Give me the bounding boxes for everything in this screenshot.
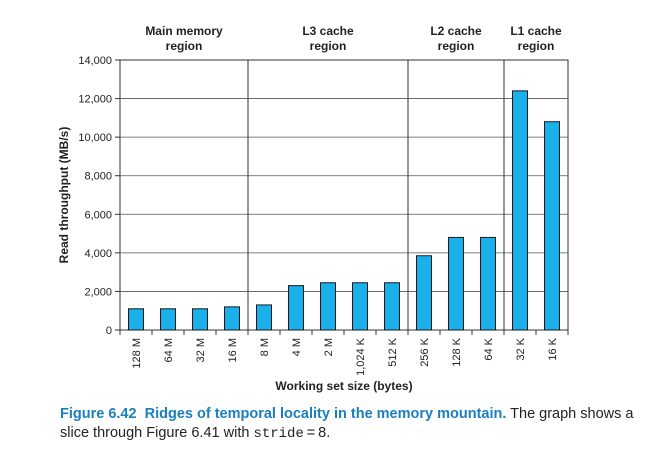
region-label-line1: L2 cache: [430, 24, 482, 38]
bar: [192, 308, 208, 331]
figure-caption: Figure 6.42 Ridges of temporal locality …: [60, 405, 640, 444]
bar: [160, 308, 176, 331]
x-tick-label: 128 M: [131, 338, 143, 369]
x-tick-label: 32 K: [515, 337, 527, 360]
x-tick-label: 1,024 K: [355, 337, 367, 376]
y-tick-label: 6,000: [84, 209, 112, 221]
x-tick-label: 64 K: [483, 337, 495, 360]
x-tick-label: 16 M: [227, 338, 239, 362]
region-label-line2: region: [518, 39, 555, 53]
caption-code: stride: [253, 426, 304, 442]
bar: [544, 121, 560, 331]
bar: [512, 90, 528, 331]
caption-text-end: = 8.: [303, 425, 331, 441]
y-tick-label: 8,000: [84, 171, 112, 183]
bar: [288, 285, 304, 331]
x-axis-title: Working set size (bytes): [275, 379, 412, 393]
y-tick-label: 2,000: [84, 286, 112, 298]
figure-title: Ridges of temporal locality in the memor…: [144, 406, 507, 422]
bar: [128, 308, 144, 331]
x-tick-label: 512 K: [387, 337, 399, 366]
figure-number: Figure 6.42: [60, 406, 137, 422]
region-label-line2: region: [310, 39, 347, 53]
bar: [224, 306, 240, 331]
region-label-line2: region: [166, 39, 203, 53]
x-tick-label: 4 M: [291, 338, 303, 356]
plot-frame: [119, 59, 569, 331]
x-tick-label: 8 M: [259, 338, 271, 356]
x-tick-label: 16 K: [547, 337, 559, 360]
region-label-line2: region: [438, 39, 475, 53]
region-label-line1: L3 cache: [302, 24, 354, 38]
bar: [448, 236, 464, 331]
caption-text: The graph shows a slice through Figure 6…: [60, 406, 634, 441]
bar: [480, 236, 496, 331]
bar: [384, 282, 400, 331]
x-tick-label: 128 K: [451, 337, 463, 366]
bar: [352, 282, 368, 331]
x-tick-label: 256 K: [419, 337, 431, 366]
x-tick-label: 32 M: [195, 338, 207, 362]
x-tick-label: 2 M: [323, 338, 335, 356]
bar: [320, 282, 336, 331]
y-tick-label: 14,000: [78, 55, 112, 67]
bar: [416, 255, 432, 331]
y-tick-label: 4,000: [84, 248, 112, 260]
x-tick-label: 64 M: [163, 338, 175, 362]
bar: [256, 304, 272, 331]
y-tick-label: 12,000: [78, 94, 112, 106]
y-tick-label: 0: [106, 325, 112, 337]
region-label-line1: L1 cache: [510, 24, 562, 38]
y-axis-title: Read throughput (MB/s): [57, 127, 71, 264]
region-label-line1: Main memory: [145, 24, 223, 38]
y-tick-label: 10,000: [78, 132, 112, 144]
